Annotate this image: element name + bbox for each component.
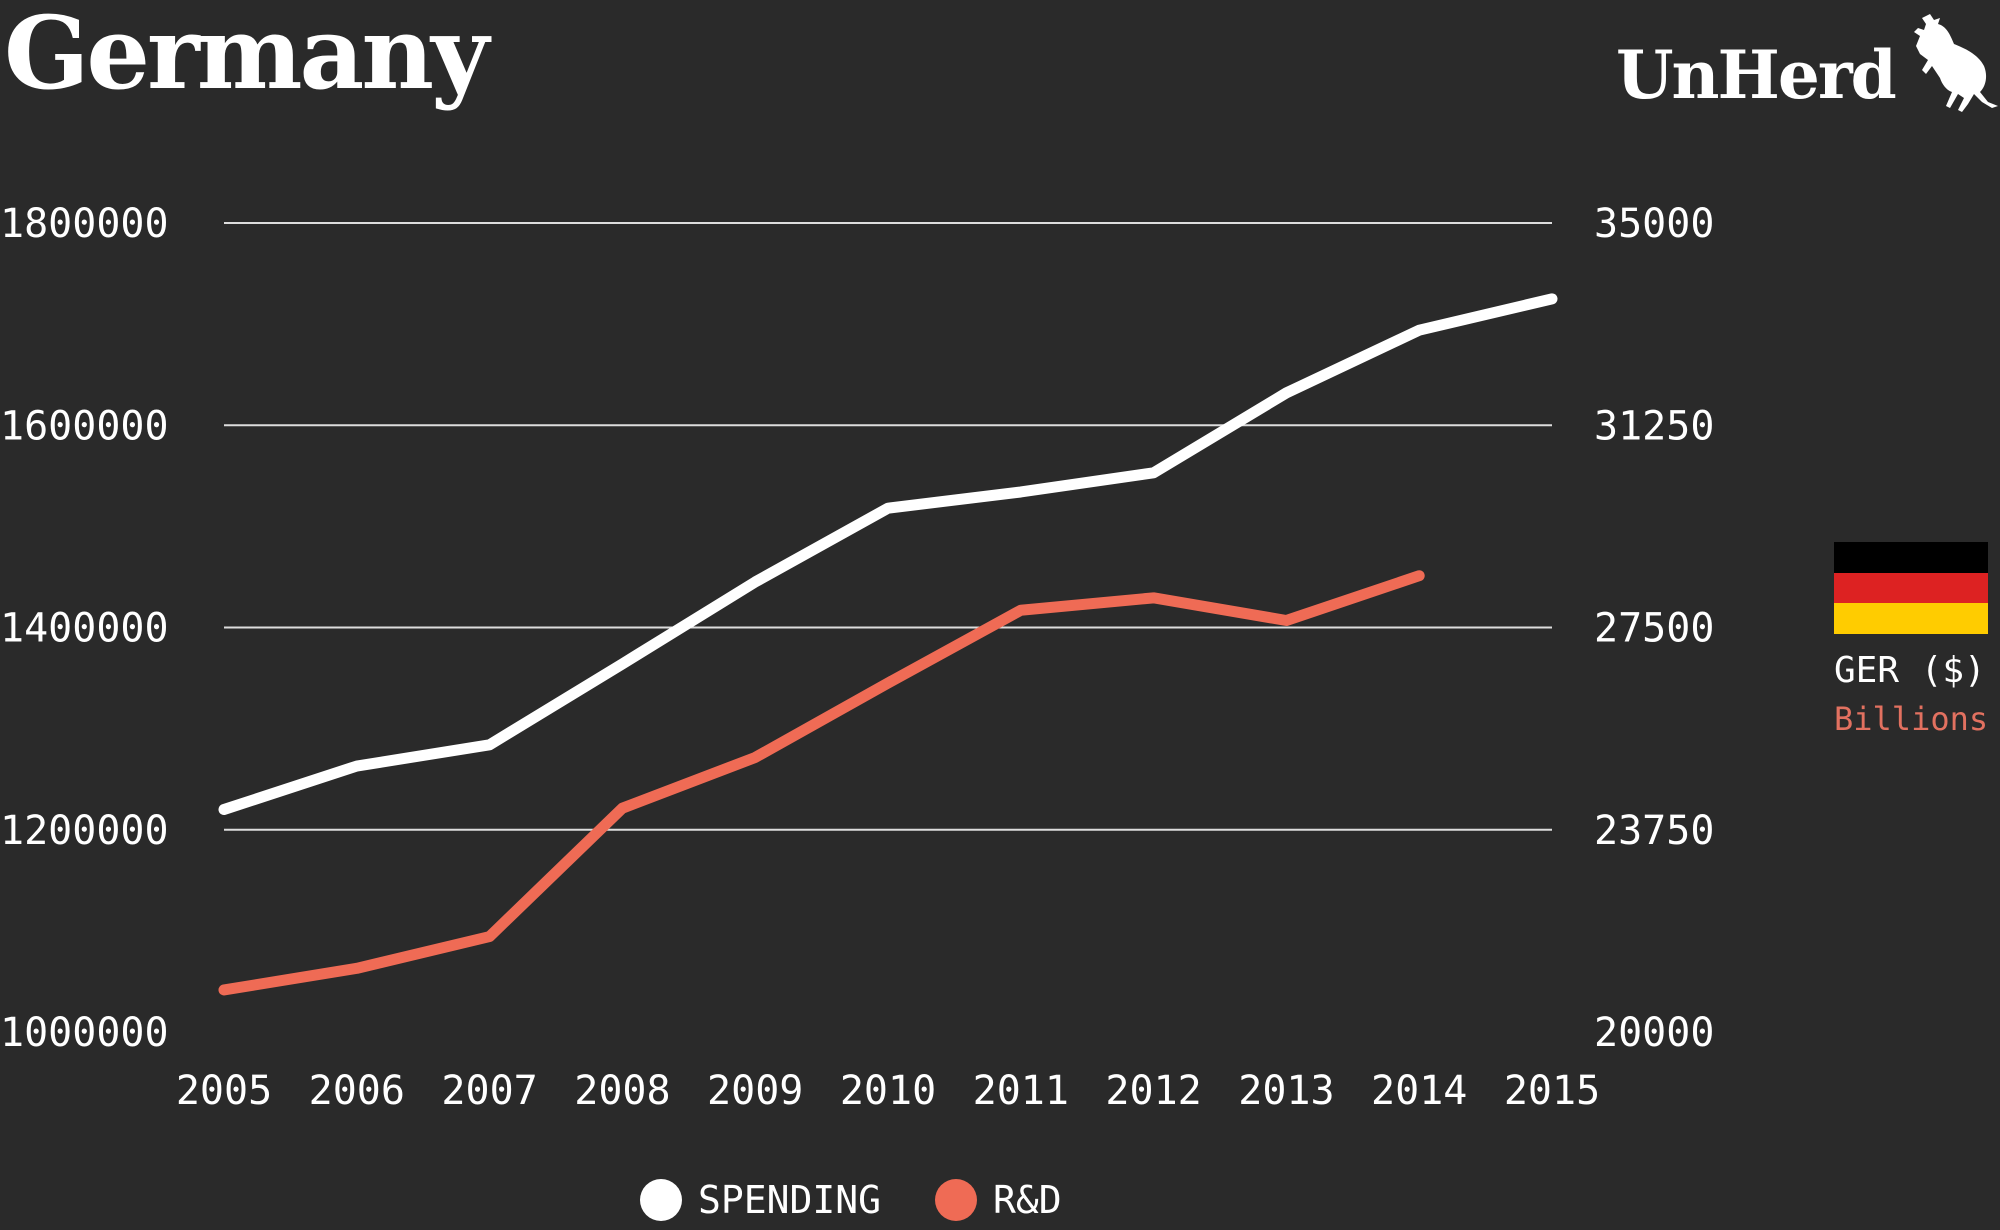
x-tick-label: 2008 <box>574 1068 670 1114</box>
x-tick-label: 2015 <box>1504 1068 1600 1114</box>
x-tick-label: 2011 <box>973 1068 1069 1114</box>
y-left-tick-label: 1400000 <box>0 606 169 652</box>
legend: SPENDING R&D <box>640 1178 1116 1222</box>
y-left-tick-label: 1800000 <box>0 201 169 247</box>
cow-logo-icon <box>1914 14 1998 112</box>
unit-label: Billions <box>1834 700 1989 738</box>
x-tick-label: 2014 <box>1371 1068 1467 1114</box>
x-tick-label: 2010 <box>840 1068 936 1114</box>
germany-flag-icon <box>1834 542 1988 634</box>
flag-stripe-gold <box>1834 603 1988 634</box>
legend-swatch-spending <box>640 1179 682 1221</box>
y-right-tick-label: 35000 <box>1594 201 1714 247</box>
series-line-rd <box>218 570 1425 996</box>
y-left-tick-label: 1000000 <box>0 1010 169 1056</box>
logo-text: UnHerd <box>1616 36 1897 114</box>
y-left-tick-label: 1200000 <box>0 808 169 854</box>
y-right-tick-label: 20000 <box>1594 1010 1714 1056</box>
legend-label-rd: R&D <box>993 1178 1062 1222</box>
legend-item-spending: SPENDING <box>640 1178 881 1222</box>
y-right-tick-label: 23750 <box>1594 808 1714 854</box>
y-right-tick-label: 31250 <box>1594 403 1714 449</box>
x-tick-label: 2005 <box>176 1068 272 1114</box>
flag-stripe-red <box>1834 572 1988 604</box>
country-currency-label: GER ($) <box>1834 650 1986 691</box>
y-right-tick-label: 27500 <box>1594 606 1714 652</box>
series-line-spending <box>218 293 1558 816</box>
x-tick-label: 2007 <box>441 1068 537 1114</box>
legend-label-spending: SPENDING <box>698 1178 882 1222</box>
chart-title: Germany <box>4 0 489 112</box>
x-tick-label: 2012 <box>1105 1068 1201 1114</box>
unherd-logo: UnHerd <box>1612 6 2000 116</box>
x-tick-label: 2009 <box>707 1068 803 1114</box>
x-tick-label: 2013 <box>1238 1068 1334 1114</box>
flag-stripe-black <box>1834 542 1988 573</box>
x-tick-label: 2006 <box>309 1068 405 1114</box>
legend-item-rd: R&D <box>935 1178 1062 1222</box>
legend-swatch-rd <box>935 1179 978 1221</box>
y-left-tick-label: 1600000 <box>0 403 169 449</box>
